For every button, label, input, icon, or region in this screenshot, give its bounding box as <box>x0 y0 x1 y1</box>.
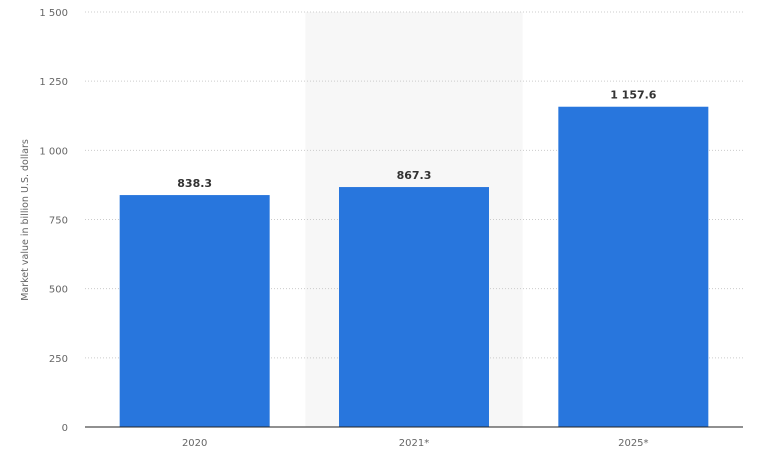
bar-2025[interactable] <box>558 106 709 428</box>
x-tick-label: 2025* <box>618 438 648 449</box>
y-tick-label: 1 500 <box>39 8 68 19</box>
y-tick-label: 0 <box>62 423 68 434</box>
data-label: 867.3 <box>397 169 432 182</box>
data-label: 1 157.6 <box>610 89 657 102</box>
y-tick-label: 250 <box>49 354 68 365</box>
y-axis-label: Market value in billion U.S. dollars <box>20 139 31 301</box>
y-tick-label: 750 <box>49 216 68 227</box>
x-tick-label: 2020 <box>182 438 207 449</box>
bar-2020[interactable] <box>119 195 270 427</box>
y-tick-label: 1 000 <box>39 146 68 157</box>
y-tick-label: 1 250 <box>39 77 68 88</box>
bar-2021[interactable] <box>339 187 489 427</box>
data-label: 838.3 <box>177 177 212 190</box>
y-tick-label: 500 <box>49 285 68 296</box>
x-tick-label: 2021* <box>399 438 429 449</box>
